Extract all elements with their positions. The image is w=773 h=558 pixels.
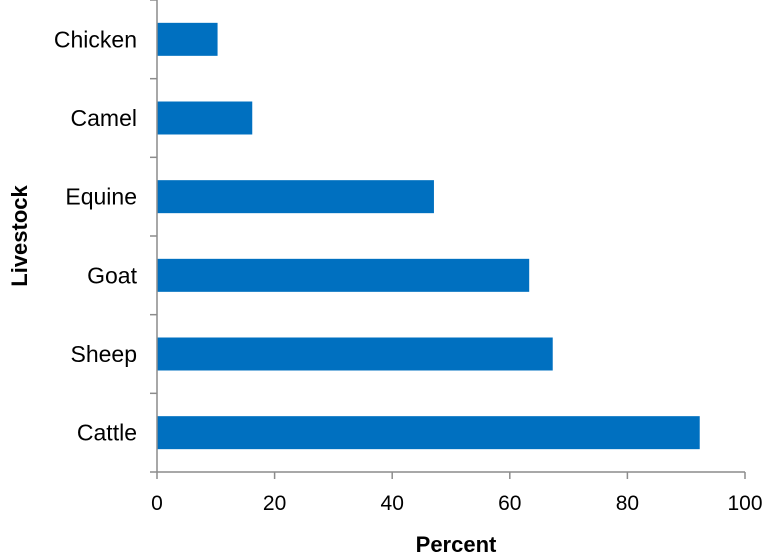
y-tick-label-goat: Goat [87, 262, 137, 288]
y-tick-label-camel: Camel [71, 105, 137, 131]
y-tick-label-sheep: Sheep [70, 341, 137, 367]
y-axis: Chicken Camel Equine Goat Sheep Cattle [54, 0, 158, 473]
bar-camel [157, 101, 253, 135]
bar-equine [157, 180, 434, 214]
bar-goat [157, 258, 530, 292]
bar-chicken [157, 22, 218, 56]
x-tick-label: 0 [151, 492, 163, 515]
bar-sheep [157, 337, 553, 371]
x-axis-title: Percent [416, 532, 497, 557]
y-tick-label-equine: Equine [65, 184, 137, 210]
x-axis: 0 20 40 60 80 100 [151, 471, 763, 515]
y-tick-label-chicken: Chicken [54, 26, 137, 52]
x-tick-label: 100 [727, 492, 762, 515]
x-tick-label: 20 [263, 492, 286, 515]
y-axis-title: Livestock [7, 184, 32, 286]
x-tick-label: 80 [616, 492, 639, 515]
x-tick-label: 60 [498, 492, 521, 515]
x-tick-label: 40 [381, 492, 404, 515]
y-tick-label-cattle: Cattle [77, 420, 137, 446]
bar-cattle [157, 416, 700, 450]
bar-series [157, 22, 700, 450]
